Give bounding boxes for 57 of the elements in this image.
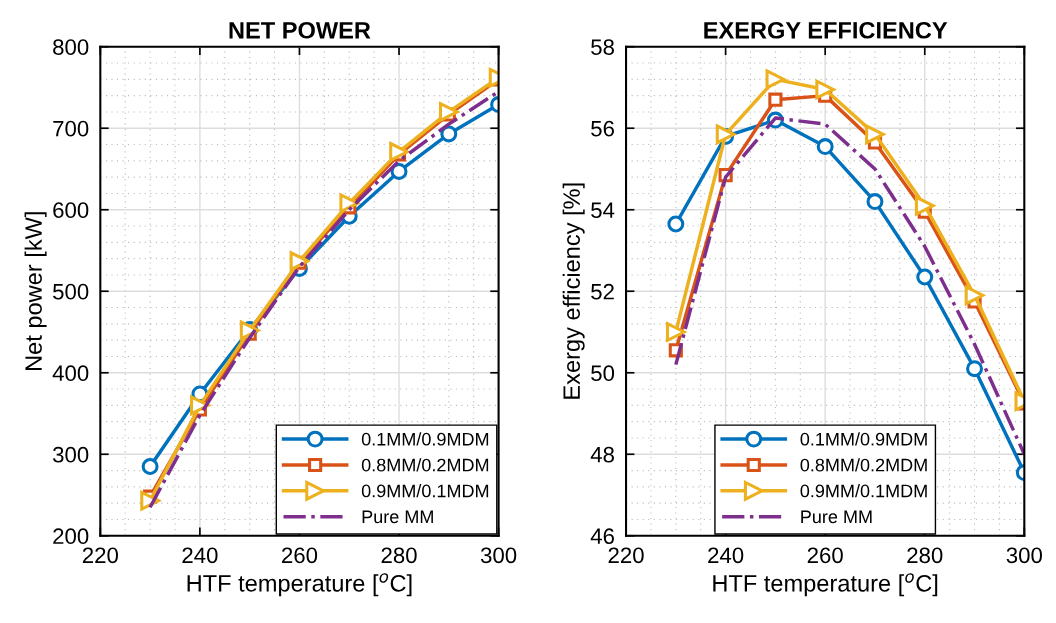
x-tick-label: 240 bbox=[182, 547, 218, 564]
y-tick-label: 58 bbox=[591, 39, 614, 55]
point bbox=[964, 284, 987, 307]
chart-title: EXERGY EFFICIENCY bbox=[704, 21, 948, 39]
point bbox=[665, 322, 686, 342]
y-tick-label: 54 bbox=[591, 202, 615, 219]
y-tick-label: 52 bbox=[591, 283, 614, 300]
y-tick-label: 300 bbox=[52, 446, 89, 463]
point bbox=[438, 102, 459, 122]
point bbox=[141, 458, 159, 475]
legend-label: 0.8MM/0.2MDM bbox=[800, 458, 927, 472]
y-axis-title: Exergy efficiency [%] bbox=[562, 183, 585, 399]
x-tick-label: 260 bbox=[807, 547, 843, 564]
x-tick-label: 240 bbox=[708, 547, 744, 564]
legend-label: Pure MM bbox=[362, 510, 433, 524]
legend-label: 0.1MM/0.9MDM bbox=[800, 432, 927, 446]
point bbox=[667, 215, 685, 233]
legend-label: 0.9MM/0.1MDM bbox=[361, 484, 489, 498]
point bbox=[865, 124, 885, 145]
legend-label: 0.1MM/0.9MDM bbox=[361, 432, 489, 446]
point bbox=[815, 79, 836, 100]
point bbox=[768, 92, 783, 107]
x-tick-label: 280 bbox=[907, 547, 943, 564]
y-axis-title: Net power [kW] bbox=[24, 212, 47, 370]
legend-label: 0.9MM/0.1MDM bbox=[800, 484, 927, 498]
point bbox=[816, 138, 834, 156]
x-tick-label: 280 bbox=[381, 547, 417, 564]
point bbox=[440, 125, 458, 143]
x-tick-label: 300 bbox=[480, 547, 517, 564]
x-tick-label: 260 bbox=[282, 547, 318, 564]
y-tick-label: 200 bbox=[53, 528, 89, 545]
point bbox=[966, 360, 984, 378]
point bbox=[916, 268, 934, 286]
y-tick-label: 50 bbox=[591, 365, 615, 382]
x-tick-label: 220 bbox=[82, 547, 118, 564]
point bbox=[339, 193, 360, 214]
y-tick-label: 800 bbox=[53, 39, 89, 55]
x-axis-title: HTF temperature [$^{o}$C] bbox=[713, 573, 938, 597]
y-tick-label: 400 bbox=[52, 365, 89, 382]
chart-title: NET POWER bbox=[229, 21, 371, 39]
y-tick-label: 48 bbox=[590, 446, 614, 463]
x-tick-label: 220 bbox=[608, 547, 644, 564]
point bbox=[765, 69, 786, 90]
x-axis-title: HTF temperature [$^{o}$C] bbox=[187, 573, 412, 597]
y-tick-label: 700 bbox=[53, 120, 89, 137]
x-tick-label: 300 bbox=[1006, 547, 1042, 564]
point bbox=[389, 142, 409, 162]
y-tick-label: 600 bbox=[53, 202, 89, 219]
point bbox=[390, 162, 408, 180]
y-tick-label: 500 bbox=[53, 283, 89, 300]
point bbox=[914, 195, 935, 216]
point bbox=[190, 395, 210, 416]
legend-label: 0.8MM/0.2MDM bbox=[361, 458, 489, 472]
legend-label: Pure MM bbox=[801, 510, 872, 524]
y-tick-label: 46 bbox=[590, 528, 614, 545]
point bbox=[866, 193, 884, 211]
y-tick-label: 56 bbox=[591, 120, 614, 137]
